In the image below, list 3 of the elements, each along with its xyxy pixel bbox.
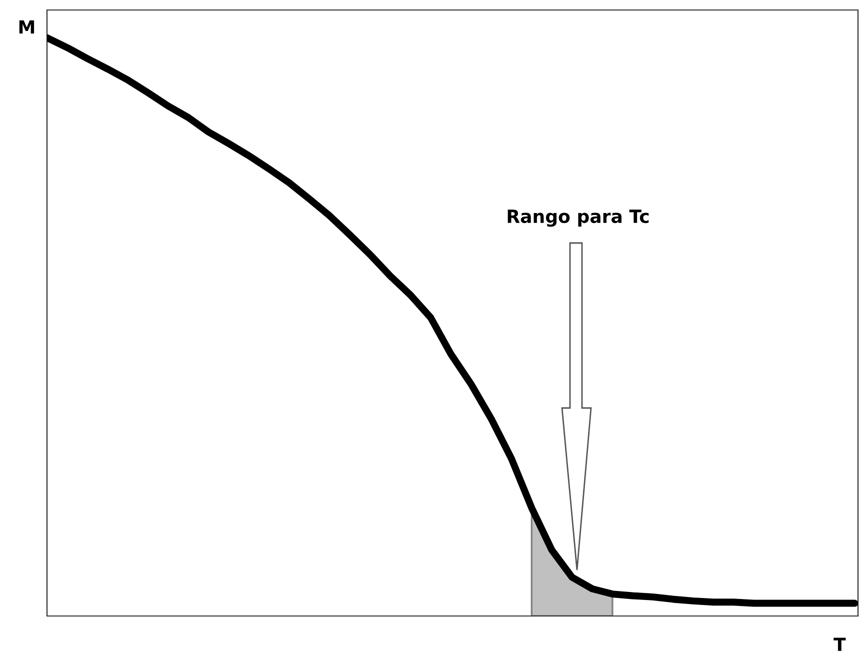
annotation: Rango para Tc [508,210,649,227]
x-axis-title: T [834,638,846,651]
y-axis-title: M [19,20,34,34]
